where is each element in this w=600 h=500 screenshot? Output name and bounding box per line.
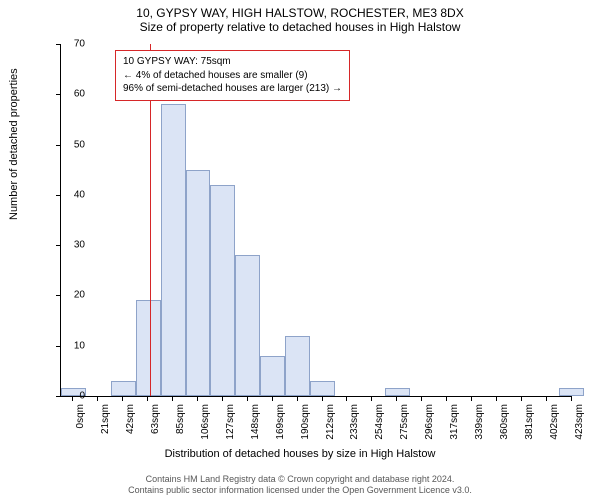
y-tick-label: 20 [57,290,85,301]
x-tick-label: 42sqm [125,404,136,434]
x-tick-mark [546,396,547,401]
x-tick-area [60,396,570,404]
x-tick-label: 0sqm [75,404,86,428]
x-tick-label: 254sqm [374,404,385,440]
x-tick-label: 63sqm [150,404,161,434]
chart-title: 10, GYPSY WAY, HIGH HALSTOW, ROCHESTER, … [0,0,600,20]
x-tick-label: 212sqm [325,404,336,440]
x-tick-mark [322,396,323,401]
x-tick-label: 381sqm [524,404,535,440]
histogram-bar [235,255,260,396]
x-tick-label: 85sqm [175,404,186,434]
x-tick-label: 296sqm [424,404,435,440]
x-tick-label: 148sqm [250,404,261,440]
annotation-box: 10 GYPSY WAY: 75sqm← 4% of detached hous… [115,50,350,101]
x-tick-label: 339sqm [474,404,485,440]
x-tick-label: 402sqm [549,404,560,440]
x-tick-label: 169sqm [275,404,286,440]
annotation-line: ← 4% of detached houses are smaller (9) [123,69,342,83]
x-tick-mark [97,396,98,401]
x-tick-label: 106sqm [200,404,211,440]
x-tick-mark [396,396,397,401]
y-tick-label: 40 [57,189,85,200]
x-tick-mark [421,396,422,401]
histogram-bar [310,381,335,396]
histogram-bar [111,381,136,396]
x-tick-label: 233sqm [349,404,360,440]
y-tick-label: 70 [57,39,85,50]
x-tick-label: 360sqm [499,404,510,440]
x-tick-mark [446,396,447,401]
x-tick-label: 127sqm [225,404,236,440]
chart-container: 10, GYPSY WAY, HIGH HALSTOW, ROCHESTER, … [0,0,600,500]
x-tick-mark [371,396,372,401]
annotation-line: 96% of semi-detached houses are larger (… [123,82,342,96]
x-tick-mark [222,396,223,401]
chart-subtitle: Size of property relative to detached ho… [0,20,600,38]
histogram-bar [285,336,310,396]
y-tick-label: 0 [57,391,85,402]
x-tick-label: 423sqm [574,404,585,440]
footer-line-2: Contains public sector information licen… [0,485,600,496]
x-tick-mark [571,396,572,401]
histogram-bar [161,104,186,396]
y-tick-label: 30 [57,240,85,251]
x-tick-mark [147,396,148,401]
histogram-bar [210,185,235,396]
histogram-bar [136,300,161,396]
x-tick-mark [197,396,198,401]
x-tick-label: 275sqm [399,404,410,440]
y-tick-label: 60 [57,89,85,100]
y-tick-label: 50 [57,139,85,150]
footer-line-1: Contains HM Land Registry data © Crown c… [0,474,600,485]
histogram-bar [385,388,410,396]
histogram-bar [260,356,285,396]
plot-area: 10 GYPSY WAY: 75sqm← 4% of detached hous… [60,44,571,397]
x-tick-label: 190sqm [300,404,311,440]
x-tick-mark [346,396,347,401]
x-tick-label: 21sqm [100,404,111,434]
x-tick-mark [172,396,173,401]
footer-text: Contains HM Land Registry data © Crown c… [0,474,600,497]
histogram-bar [186,170,211,396]
x-tick-mark [297,396,298,401]
y-tick-label: 10 [57,340,85,351]
x-tick-mark [471,396,472,401]
x-tick-mark [521,396,522,401]
x-tick-mark [496,396,497,401]
x-tick-mark [122,396,123,401]
x-axis-label: Distribution of detached houses by size … [0,448,600,460]
x-tick-label: 317sqm [449,404,460,440]
annotation-line: 10 GYPSY WAY: 75sqm [123,55,342,69]
y-axis-label: Number of detached properties [8,68,20,220]
x-tick-mark [247,396,248,401]
histogram-bar [559,388,584,396]
x-tick-mark [272,396,273,401]
